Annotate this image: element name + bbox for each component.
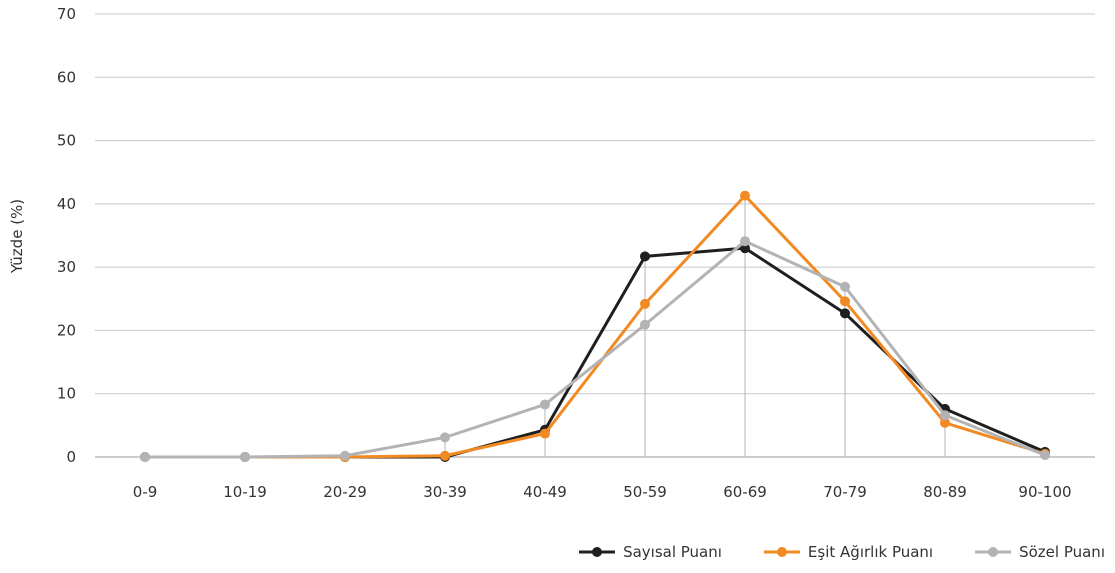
gridlines	[95, 13, 1095, 458]
data-point	[240, 452, 250, 462]
data-point	[740, 236, 750, 247]
y-tick-label: 20	[57, 321, 76, 339]
legend-label: Eşit Ağırlık Puanı	[807, 543, 934, 561]
y-tick-label: 40	[57, 195, 76, 213]
x-tick-label: 70-79	[823, 483, 867, 501]
legend-item: Sayısal Puanı	[577, 543, 722, 561]
data-point	[840, 308, 850, 319]
data-point	[840, 281, 850, 292]
data-point	[640, 251, 650, 262]
data-point	[440, 450, 450, 461]
data-point	[940, 417, 950, 428]
x-tick-label: 60-69	[723, 483, 767, 501]
y-tick-label: 70	[57, 5, 76, 23]
legend-swatch	[975, 547, 1012, 557]
data-point	[740, 190, 750, 201]
y-tick-label: 10	[57, 385, 76, 403]
legend-item: Eşit Ağırlık Puanı	[762, 543, 933, 561]
legend-swatch-marker	[776, 547, 787, 557]
x-tick-label: 80-89	[923, 483, 967, 501]
legend-label: Sözel Puanı	[1019, 543, 1105, 561]
series-line	[143, 239, 1047, 459]
x-axis: 0-9 10-19 20-29 30-39 40-49 50-59 60-69 70-79 80…	[133, 483, 1072, 501]
x-tick-label: 0-9	[133, 483, 158, 501]
data-point	[640, 319, 650, 330]
y-tick-label: 60	[57, 68, 76, 86]
y-tick-label: 0	[66, 448, 76, 466]
x-tick-label: 40-49	[523, 483, 567, 501]
legend-label: Sayısal Puanı	[623, 543, 722, 561]
data-point	[840, 296, 850, 307]
data-point	[440, 432, 450, 443]
x-tick-label: 30-39	[423, 483, 467, 501]
y-axis-label: Yüzde (%)	[8, 199, 26, 274]
y-axis: 0 10 20 30 40 50 60 70	[57, 5, 76, 466]
data-point	[540, 428, 550, 439]
legend-swatch-marker	[592, 547, 603, 557]
data-point	[940, 410, 950, 421]
data-point	[1040, 450, 1050, 461]
x-tick-label: 50-59	[623, 483, 667, 501]
series-line	[143, 194, 1047, 459]
data-point	[140, 452, 150, 462]
data-point	[640, 298, 650, 309]
legend-swatch	[579, 547, 616, 557]
series-line	[143, 246, 1047, 459]
legend-swatch-marker	[988, 547, 999, 557]
data-point	[340, 450, 350, 461]
x-tick-label: 90-100	[1018, 483, 1071, 501]
y-tick-label: 50	[57, 132, 76, 150]
data-point	[740, 243, 750, 254]
x-tick-label: 20-29	[323, 483, 367, 501]
legend: Sayısal Puanı Eşit Ağırlık Puanı Sözel Pua…	[577, 543, 1105, 561]
legend-item: Sözel Puanı	[973, 543, 1105, 561]
y-tick-label: 30	[57, 258, 76, 276]
data-point	[540, 399, 550, 410]
x-tick-label: 10-19	[223, 483, 267, 501]
legend-swatch	[763, 547, 800, 557]
series-layer	[140, 190, 1050, 462]
